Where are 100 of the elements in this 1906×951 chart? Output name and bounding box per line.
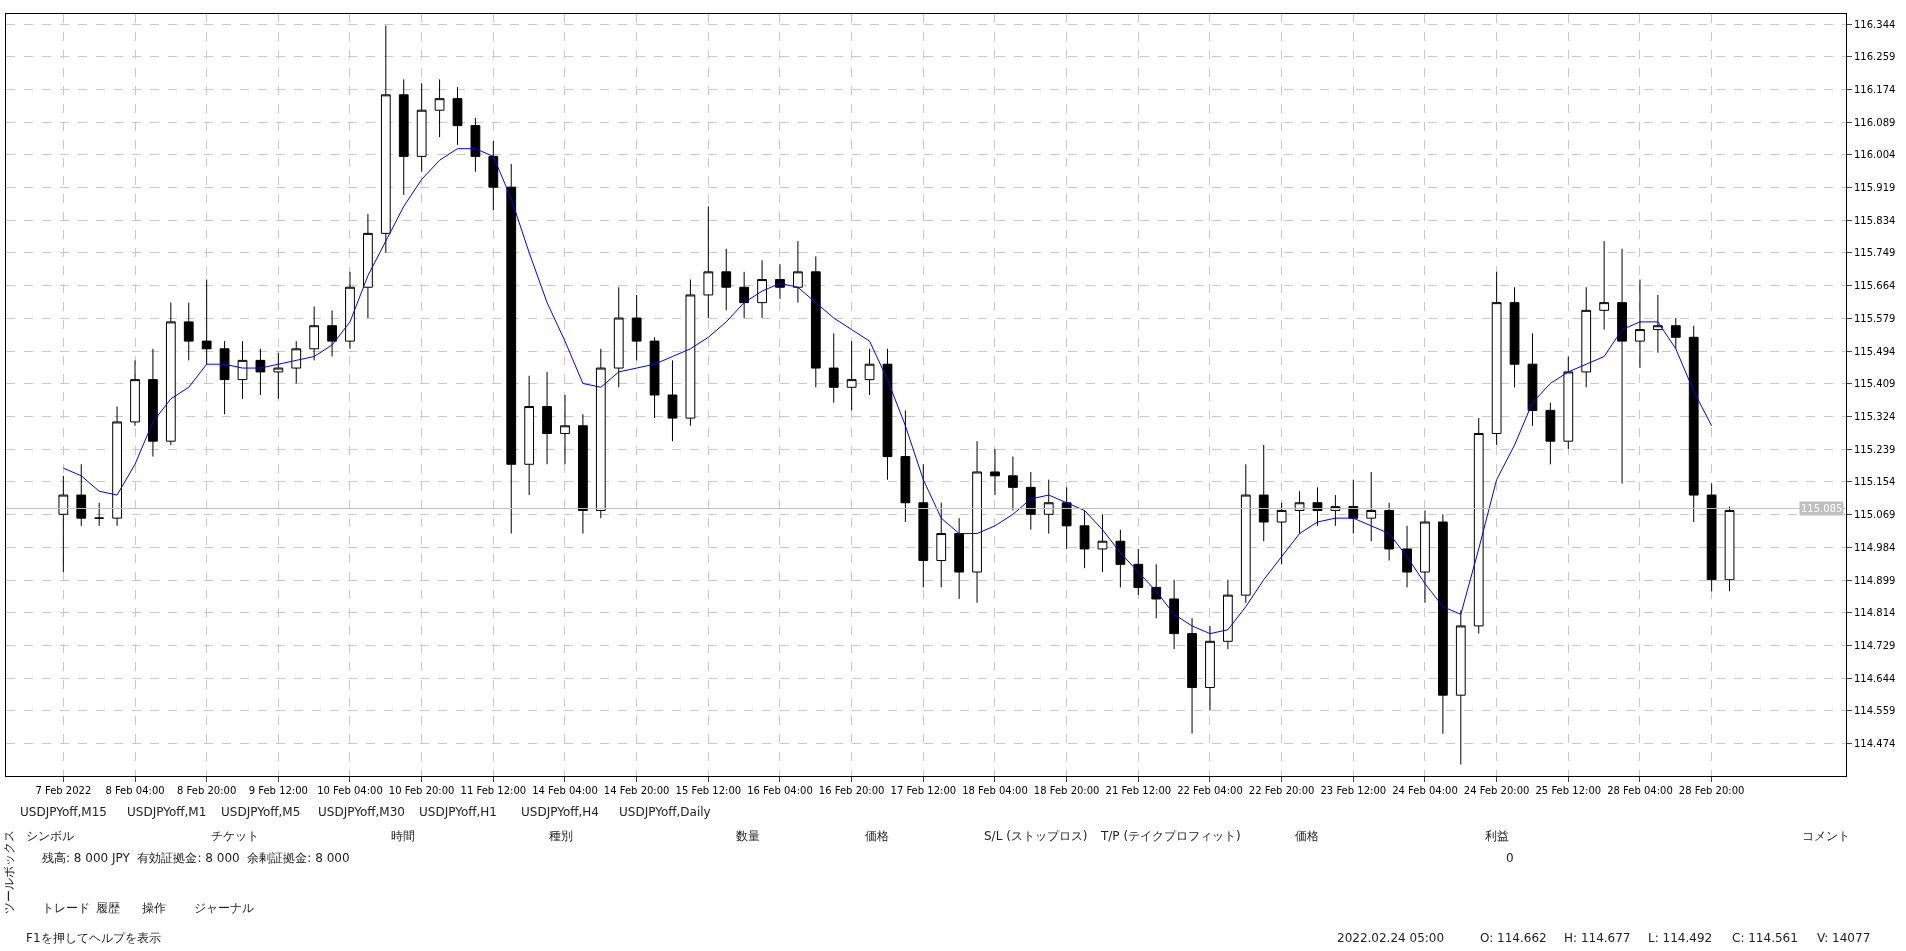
- y-tick-label: 114.729: [1854, 640, 1896, 652]
- candlestick: [183, 302, 194, 361]
- candlestick: [1061, 486, 1072, 550]
- candlestick: [1115, 529, 1126, 588]
- y-tick-label: 115.409: [1854, 378, 1896, 390]
- candlestick: [345, 271, 355, 350]
- candlestick: [1258, 444, 1269, 542]
- candlestick: [506, 163, 517, 535]
- candlestick: [739, 271, 750, 319]
- candlestick: [613, 286, 624, 388]
- candlestick: [1706, 483, 1717, 592]
- candlestick: [1599, 240, 1610, 331]
- text: S/L (ストップロス): [984, 829, 1088, 843]
- x-tick-label: 17 Feb 12:00: [890, 785, 957, 796]
- x-tick-label: 10 Feb 20:00: [388, 785, 455, 796]
- candlestick: [58, 475, 69, 573]
- y-tick-label: 115.154: [1854, 476, 1896, 488]
- candlestick: [1187, 617, 1197, 735]
- x-tick-label: 7 Feb 2022: [35, 785, 92, 796]
- text: O: 114.662: [1480, 931, 1547, 945]
- candlestick: [1670, 317, 1681, 350]
- candlestick: [1205, 625, 1215, 712]
- candlestick: [1581, 286, 1592, 388]
- candlestick: [846, 340, 857, 411]
- candlestick: [1509, 286, 1520, 388]
- y-tick-label: 115.324: [1854, 411, 1896, 423]
- y-tick-label: 115.239: [1854, 443, 1896, 455]
- candlestick: [1169, 579, 1180, 650]
- candlestick: [990, 448, 1000, 496]
- candlestick: [972, 440, 982, 604]
- y-tick-label: 116.259: [1854, 51, 1896, 63]
- candlestick: [291, 340, 302, 384]
- text: V: 14077: [1817, 931, 1871, 945]
- text: H: 114.677: [1564, 931, 1631, 945]
- candlestick: [1097, 513, 1108, 573]
- candlestick: [1402, 525, 1412, 588]
- candlestick: [452, 86, 463, 146]
- candlestick: [148, 348, 158, 458]
- x-tick-label: 10 Feb 04:00: [317, 785, 383, 796]
- candlestick: [94, 502, 105, 527]
- candlestick: [1079, 509, 1090, 569]
- candlestick: [578, 413, 588, 535]
- y-tick-label: 115.834: [1854, 214, 1896, 226]
- y-tick-label: 115.494: [1854, 345, 1896, 357]
- x-tick-label: 8 Feb 20:00: [177, 785, 237, 796]
- y-tick-label: 115.579: [1854, 312, 1896, 324]
- candlestick: [1527, 332, 1538, 427]
- y-tick-label: 114.984: [1854, 541, 1896, 553]
- x-tick-label: 24 Feb 20:00: [1463, 785, 1530, 796]
- candlestick: [219, 340, 230, 415]
- candlestick: [470, 117, 481, 173]
- candlestick: [864, 348, 875, 396]
- text: USDJPYoff,M5: [221, 805, 301, 819]
- text: L: 114.492: [1648, 931, 1713, 945]
- candlestick: [757, 259, 767, 319]
- y-tick-label: 114.814: [1854, 607, 1896, 619]
- candlestick: [434, 78, 445, 138]
- candlestick: [380, 25, 391, 254]
- text: USDJPYoff,M1: [127, 805, 207, 819]
- x-tick-label: 18 Feb 20:00: [1033, 785, 1100, 796]
- text: 価格: [1295, 829, 1319, 843]
- x-tick-label: 14 Feb 20:00: [603, 785, 670, 796]
- text: T/P (テイクプロフィット): [1100, 829, 1241, 843]
- text: 数量: [736, 829, 760, 843]
- text: 履歴: [96, 901, 120, 915]
- y-tick-label: 115.919: [1854, 182, 1896, 194]
- candlestick: [828, 332, 839, 404]
- candlestick: [1724, 506, 1735, 592]
- candlestick: [882, 348, 893, 481]
- text: コメント: [1802, 829, 1850, 843]
- candlestick: [1635, 279, 1645, 369]
- text: チケット: [211, 829, 259, 843]
- text: 残高: 8 000 JPY 有効証拠金: 8 000 余剰証拠金: 8 000: [42, 851, 350, 865]
- candlestick: [595, 348, 606, 519]
- candlestick: [255, 348, 266, 396]
- candlestick: [918, 463, 929, 588]
- x-tick-label: 23 Feb 12:00: [1320, 785, 1387, 796]
- candlestick: [703, 205, 714, 319]
- candlestick: [649, 336, 660, 419]
- x-tick-label: 28 Feb 04:00: [1607, 785, 1673, 796]
- ref-line-label: 115.085: [1801, 503, 1843, 514]
- x-tick-label: 8 Feb 04:00: [105, 785, 165, 796]
- candlestick: [954, 517, 965, 600]
- y-tick-label: 114.559: [1854, 705, 1896, 717]
- y-tick-label: 114.474: [1854, 738, 1896, 750]
- candlestick: [1312, 486, 1323, 527]
- x-tick-label: 14 Feb 04:00: [532, 785, 598, 796]
- candlestick: [398, 78, 409, 196]
- candlestick: [1473, 417, 1484, 635]
- candlestick: [631, 294, 642, 361]
- text: 種別: [549, 829, 573, 843]
- candlestick: [524, 375, 535, 496]
- candlestick: [1133, 548, 1144, 596]
- candlestick: [936, 502, 947, 588]
- candlestick: [327, 309, 337, 358]
- candlestick: [1008, 456, 1018, 511]
- candlestick: [560, 394, 570, 465]
- candlestick: [165, 302, 176, 446]
- x-tick-label: 21 Feb 12:00: [1105, 785, 1172, 796]
- candlestick: [130, 359, 140, 427]
